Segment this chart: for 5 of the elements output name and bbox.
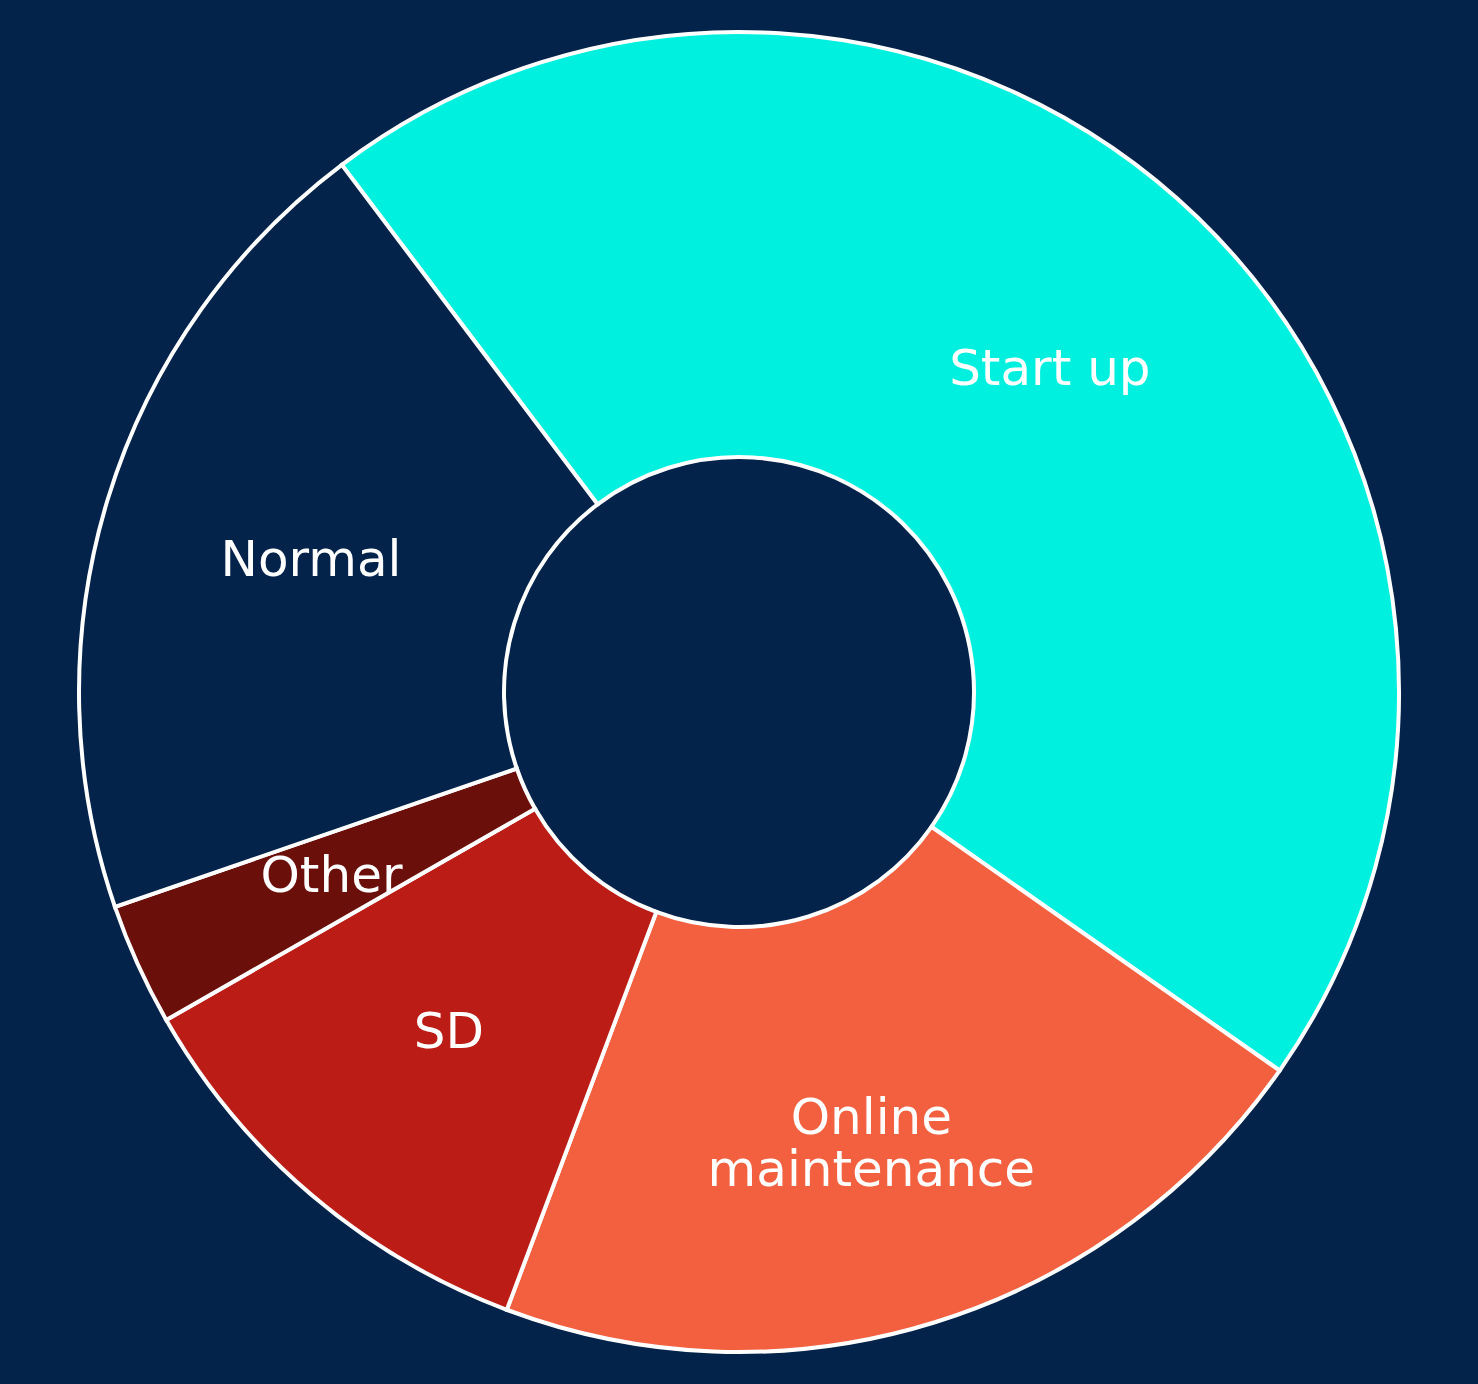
slice-label: Other (260, 845, 403, 904)
slice-label: Normal (220, 530, 402, 589)
slice-label: Online maintenance (707, 1088, 1036, 1199)
slice-label: SD (413, 1001, 485, 1060)
slice-label: Start up (949, 339, 1151, 398)
